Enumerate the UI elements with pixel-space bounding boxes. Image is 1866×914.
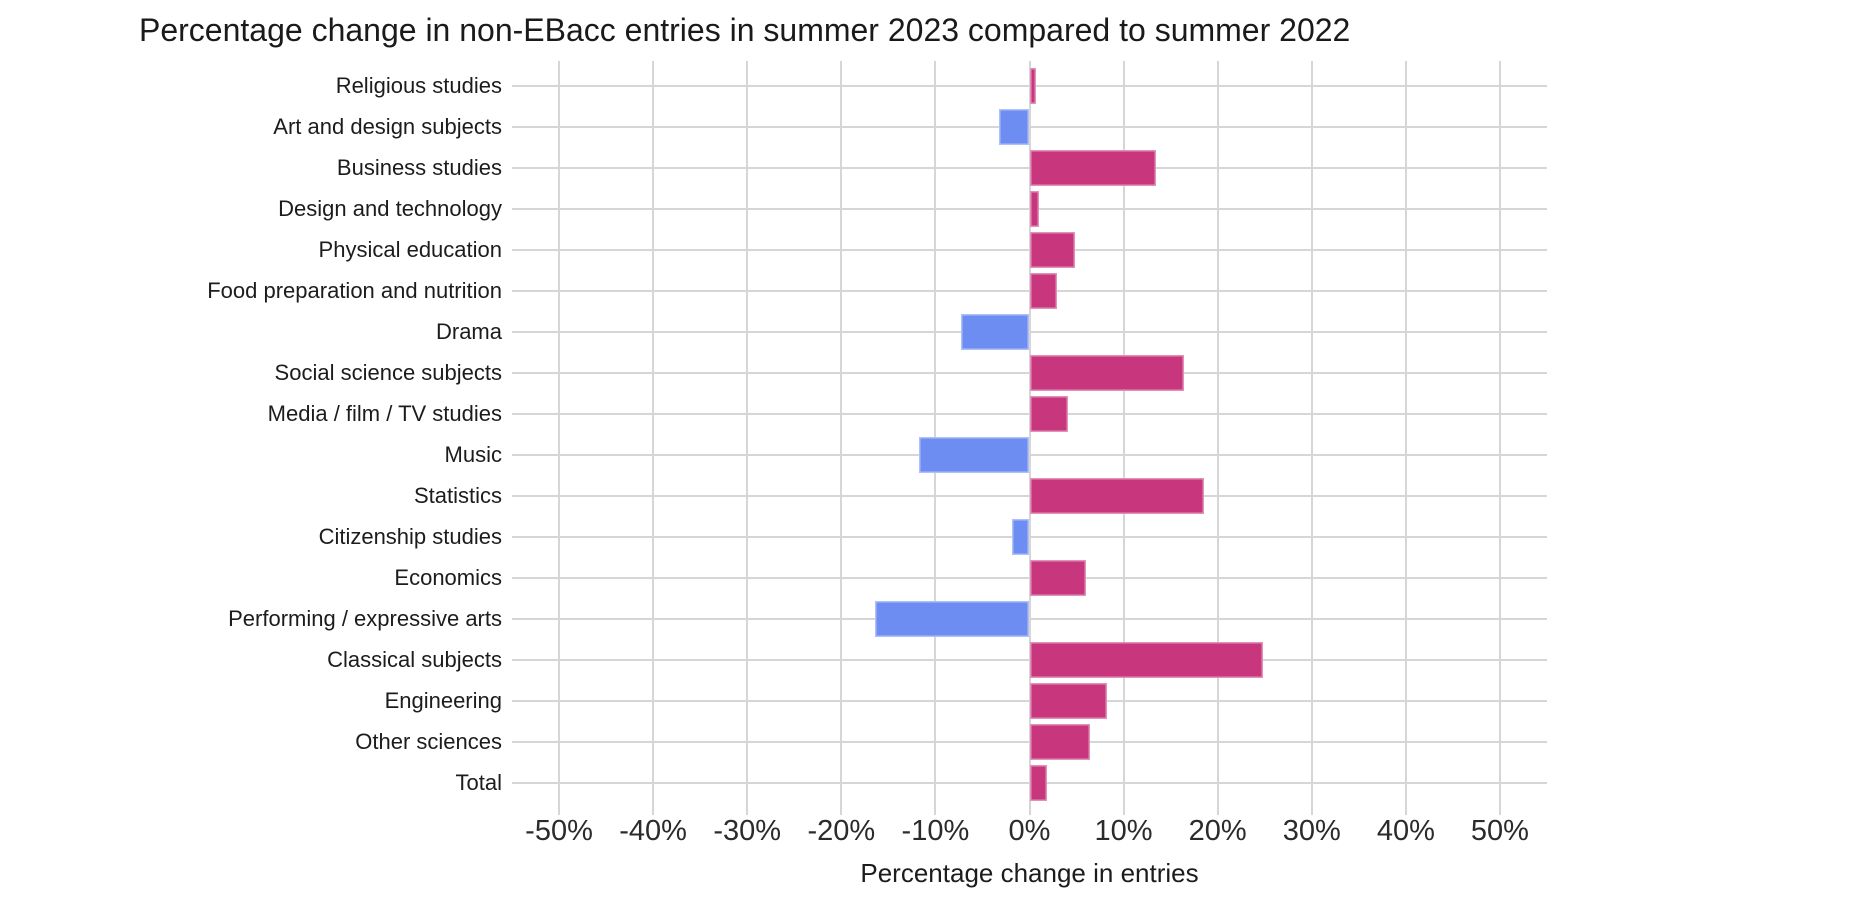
- x-axis-tick: [1310, 808, 1313, 815]
- gridline-vertical: [1028, 61, 1031, 808]
- x-axis-tick: [558, 808, 561, 815]
- x-axis-tick: [1122, 808, 1125, 815]
- gridline-vertical: [652, 61, 655, 808]
- bar: [1029, 560, 1086, 597]
- bar: [1029, 478, 1204, 515]
- gridline-horizontal: [512, 536, 1547, 539]
- x-axis-tick-label: 30%: [1282, 815, 1341, 847]
- bar: [1029, 683, 1107, 720]
- x-axis-tick-label: -50%: [525, 815, 593, 847]
- gridline-horizontal: [512, 618, 1547, 621]
- bar: [875, 601, 1030, 638]
- gridline-vertical: [934, 61, 937, 808]
- x-axis-tick: [1404, 808, 1407, 815]
- y-axis-label: Performing / expressive arts: [228, 606, 502, 632]
- gridline-horizontal: [512, 330, 1547, 333]
- x-axis-tick-label: -30%: [713, 815, 782, 847]
- gridline-vertical: [840, 61, 843, 808]
- x-axis-tick-label: 50%: [1470, 815, 1529, 847]
- bar: [1029, 190, 1039, 227]
- x-axis-tick: [934, 808, 937, 815]
- gridline-horizontal: [512, 454, 1547, 457]
- x-axis-tick-label: 0%: [1008, 815, 1051, 847]
- gridline-vertical: [1310, 61, 1313, 808]
- gridline-vertical: [558, 61, 561, 808]
- y-axis-label: Other sciences: [355, 729, 502, 755]
- y-axis-label: Engineering: [384, 688, 502, 714]
- bar: [999, 108, 1030, 145]
- x-axis-tick-label: -20%: [807, 815, 876, 847]
- x-axis-tick-label: 40%: [1376, 815, 1435, 847]
- y-axis-label: Economics: [394, 565, 502, 591]
- x-axis-tick-label: 10%: [1094, 815, 1153, 847]
- gridline-vertical: [1404, 61, 1407, 808]
- y-axis-label: Classical subjects: [327, 647, 502, 673]
- x-axis-tick-label: 20%: [1188, 815, 1247, 847]
- x-axis-tick: [1028, 808, 1031, 815]
- gridline-horizontal: [512, 125, 1547, 128]
- x-axis-title: Percentage change in entries: [860, 858, 1199, 888]
- bar: [1029, 231, 1075, 268]
- y-axis-label: Music: [444, 442, 502, 468]
- x-axis-tick-label: -40%: [619, 815, 687, 847]
- gridline-vertical: [746, 61, 749, 808]
- y-axis-label: Drama: [435, 318, 502, 344]
- bar: [1029, 642, 1263, 679]
- chart-title: Percentage change in non-EBacc entries i…: [139, 12, 1351, 48]
- x-axis-tick: [840, 808, 843, 815]
- bar: [1029, 272, 1057, 309]
- gridline-vertical: [1498, 61, 1501, 808]
- x-axis-tick-label: -10%: [901, 815, 970, 847]
- bar: [1011, 519, 1030, 556]
- y-axis-label: Art and design subjects: [273, 113, 502, 139]
- bar: [1029, 765, 1048, 802]
- y-axis-label: Statistics: [413, 483, 502, 509]
- gridline-vertical: [1216, 61, 1219, 808]
- y-axis-label: Media / film / TV studies: [267, 400, 502, 426]
- x-axis-tick: [1498, 808, 1501, 815]
- bar: [960, 313, 1030, 350]
- gridline-vertical: [1122, 61, 1125, 808]
- x-axis-tick: [1216, 808, 1219, 815]
- bar: [1029, 354, 1184, 391]
- y-axis-label: Social science subjects: [274, 359, 502, 385]
- bar: [1029, 67, 1037, 104]
- bar: [1029, 724, 1090, 761]
- y-axis-label: Total: [455, 770, 502, 796]
- y-axis-label: Business studies: [336, 154, 502, 180]
- y-axis-label: Citizenship studies: [318, 524, 502, 550]
- y-axis-label: Religious studies: [335, 72, 502, 98]
- bar: [919, 437, 1030, 474]
- bar: [1029, 395, 1069, 432]
- y-axis-label: Food preparation and nutrition: [207, 277, 502, 303]
- x-axis-tick: [652, 808, 655, 815]
- bar: [1029, 149, 1156, 186]
- y-axis-label: Physical education: [318, 236, 502, 262]
- y-axis-label: Design and technology: [278, 195, 502, 221]
- x-axis-tick: [746, 808, 749, 815]
